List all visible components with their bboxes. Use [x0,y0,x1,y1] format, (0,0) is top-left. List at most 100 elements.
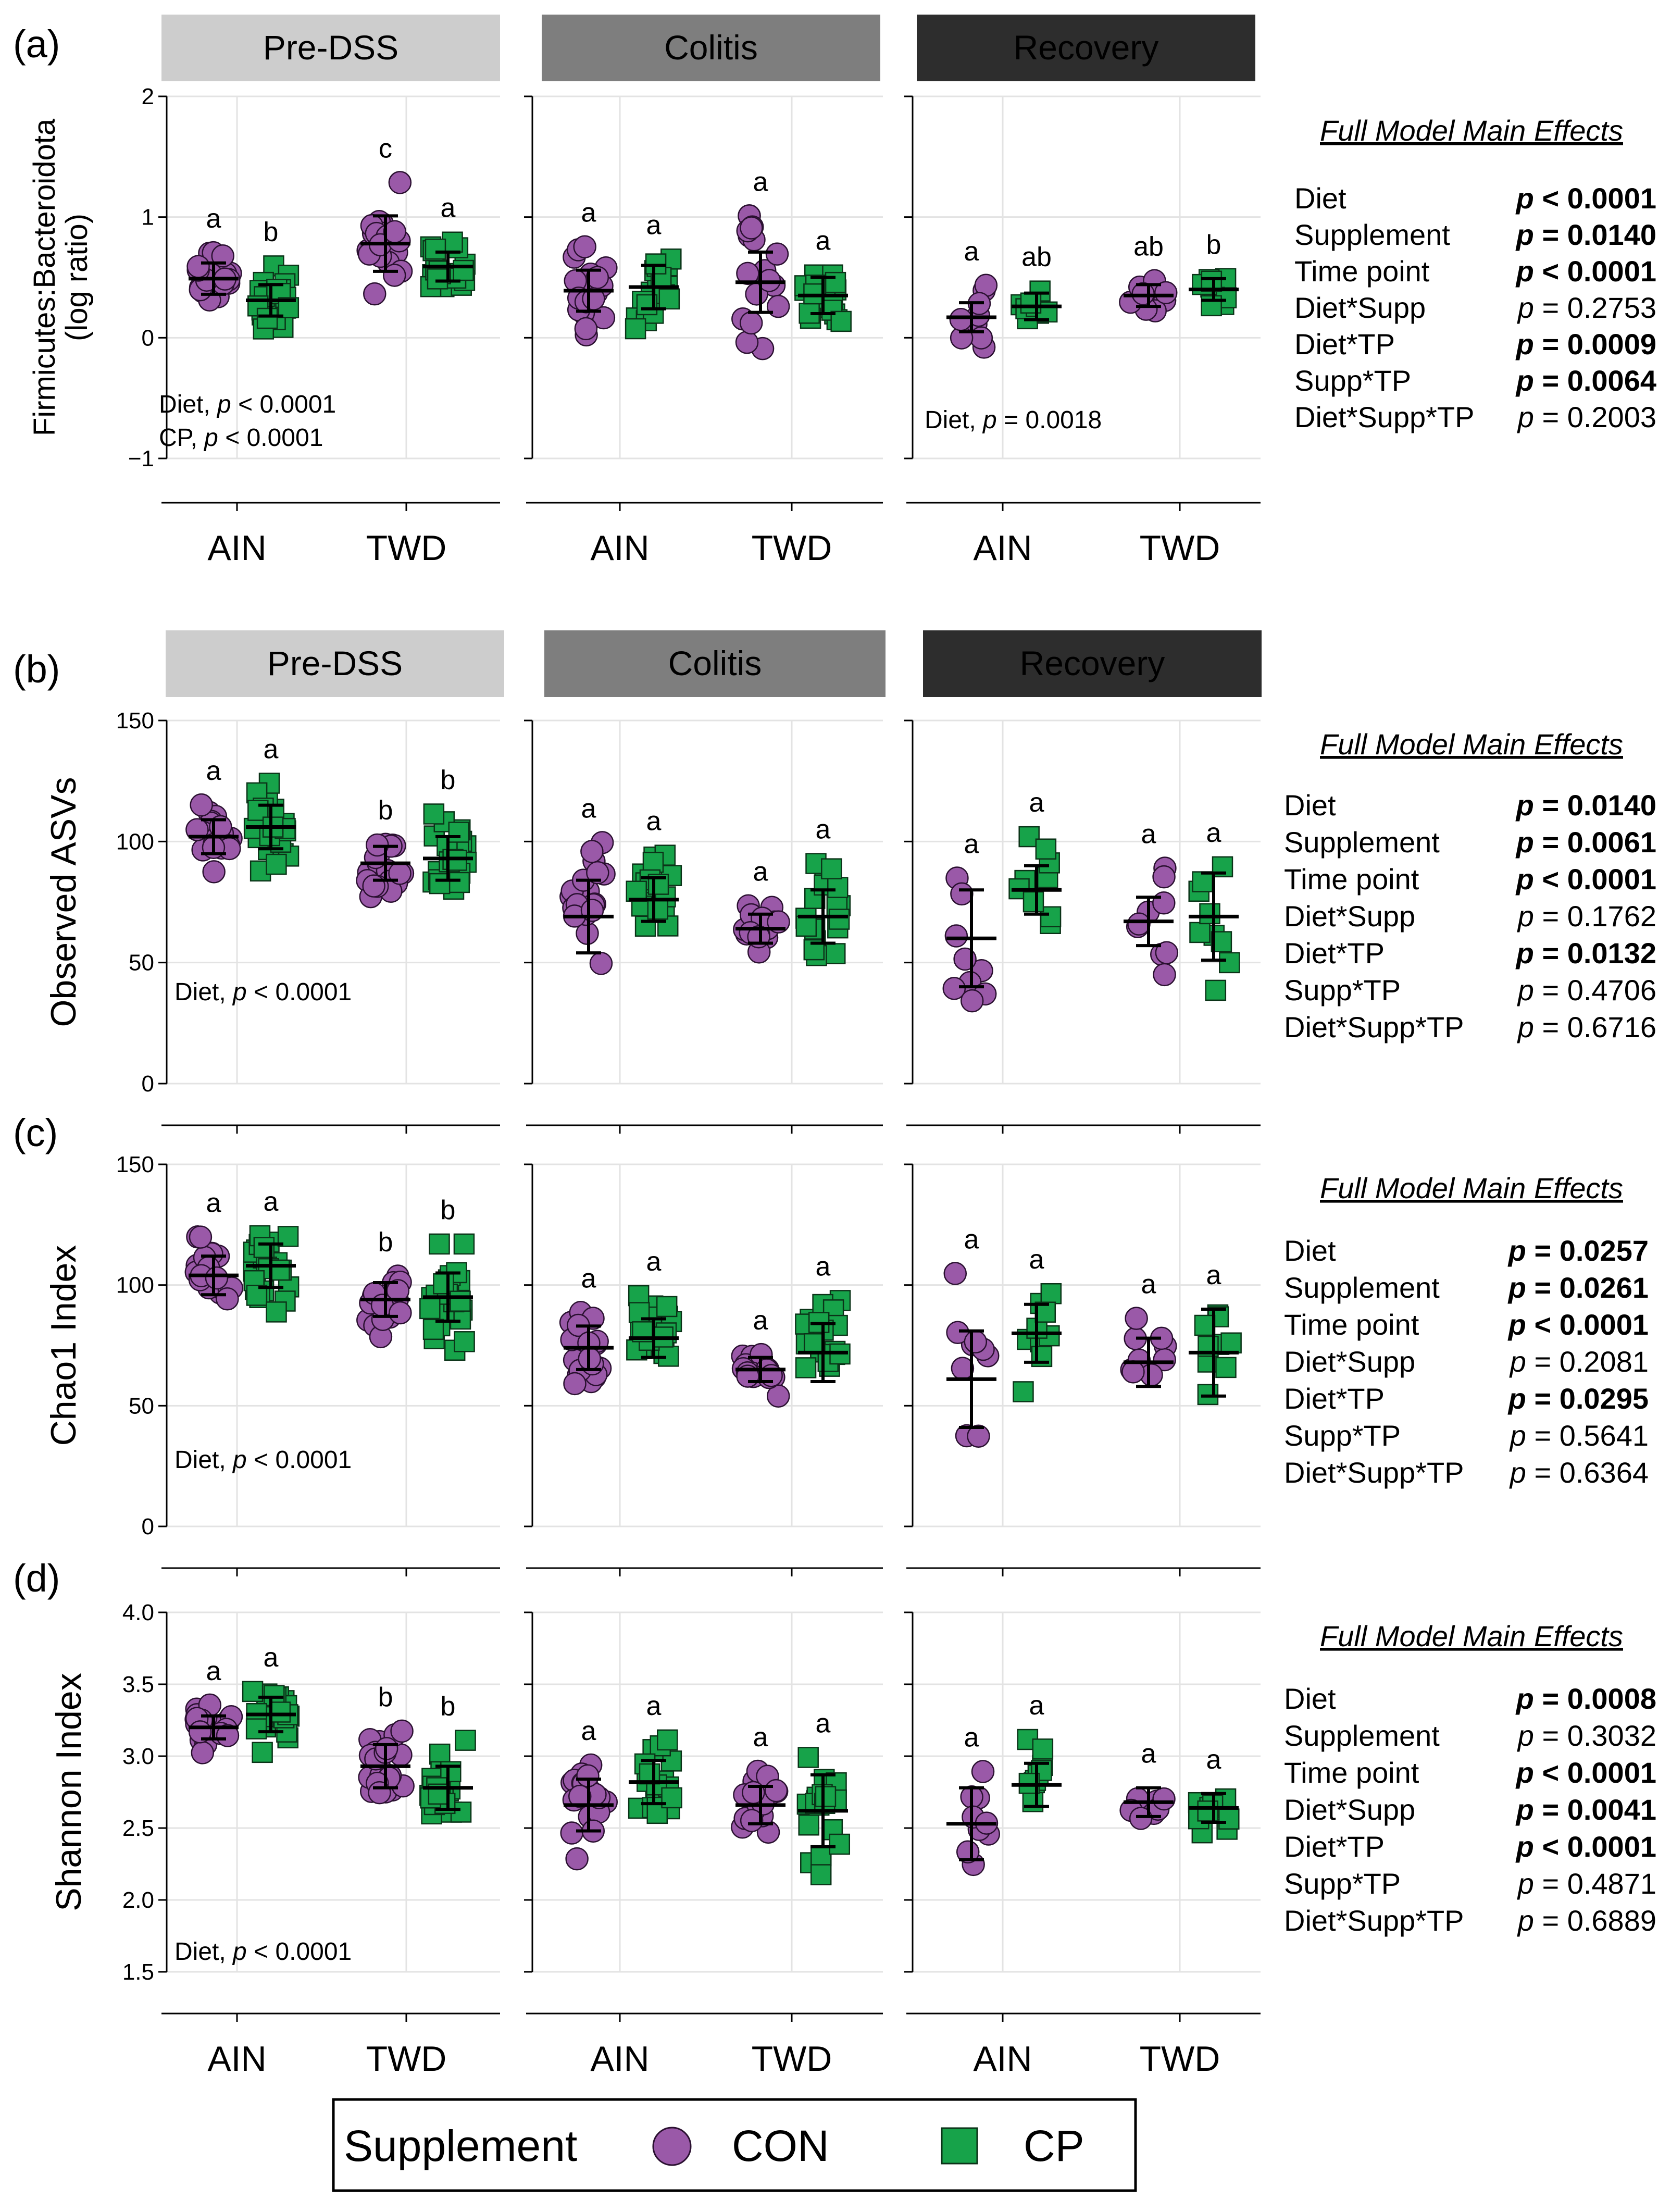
significance-letter: a [646,210,662,240]
significance-letter: a [646,1691,662,1721]
effect-term: Supplement [1284,826,1440,859]
group-twd-con: ab [1119,232,1178,322]
significance-letter: a [206,1656,221,1686]
p-symbol: p [203,424,218,452]
significance-letter: b [264,217,279,247]
significance-letter: a [581,198,596,228]
p-symbol: p [1515,1830,1534,1863]
data-point-cp [429,873,451,894]
data-point-con [765,242,789,266]
panel-b: (b) Observed ASVs 0 50 100 150 a a b b Diet, p < 0… [13,648,1656,1134]
effect-term: Diet*Supp*TP [1284,1904,1464,1937]
x-tick-label-ain: AIN [973,2039,1032,2079]
data-point-cp [433,1273,454,1295]
group-ain-con: a [559,793,616,975]
data-point-con [574,317,598,341]
effect-p-value: p = 0.5641 [1509,1419,1649,1452]
group-twd-con: a [731,1722,789,1844]
annotation-text: Diet, [174,1938,233,1966]
effects-title: Full Model Main Effects [1320,728,1623,761]
data-point-cp [815,1786,837,1807]
group-twd-con: a [1124,819,1179,987]
group-twd-con: a [1119,1739,1176,1830]
data-point-con [190,793,213,817]
effect-p-value: p = 0.6364 [1509,1456,1649,1489]
data-point-con [189,1225,213,1249]
y-tick-label: 150 [116,1152,154,1177]
annotation-text: < 0.0001 [247,1446,352,1474]
group-ain-con: a [946,1723,1000,1877]
stat-annotation: Diet, p < 0.0001 [159,391,336,418]
y-tick-label: 1.5 [122,1959,154,1985]
x-tick-label-twd: TWD [1140,2039,1220,2079]
significance-letter: a [581,793,596,824]
effect-term: Diet [1284,1234,1336,1267]
p-symbol: p [1515,218,1534,251]
data-point-cp [1192,871,1213,892]
significance-letter: a [1206,818,1221,848]
p-value-text: < 0.0001 [1526,1308,1649,1341]
data-point-con [568,1784,592,1808]
data-point-cp [266,853,287,875]
data-point-con [1152,865,1176,889]
y-axis-label: Shannon Index [49,1673,89,1911]
data-point-cp [798,1814,819,1836]
p-symbol: p [1517,974,1534,1006]
data-point-cp [658,288,680,310]
y-axis-label-line: Firmicutes:Bacteroidota [28,118,61,436]
data-point-cp [810,1864,832,1885]
significance-letter: a [206,204,221,234]
data-point-cp [1205,979,1227,1001]
significance-letter: a [964,829,979,860]
y-tick-label: 0 [142,325,154,351]
plot-recovery: AIN TWD a ab ab b Diet, p = 0.0018 [904,95,1261,568]
data-point-con [944,924,968,948]
effect-p-value: p = 0.6889 [1517,1904,1656,1937]
effect-p-value: p = 0.0132 [1515,937,1656,970]
y-axis-label-line: Observed ASVs [44,777,83,1027]
effect-p-value: p = 0.0257 [1507,1234,1649,1267]
effect-term: Diet*Supp [1284,1793,1415,1826]
p-value-text: = 0.2003 [1534,401,1656,433]
effects-row: Diet*Supp p = 0.2753 [1294,291,1656,324]
data-point-con [563,1372,587,1396]
plot-colitis: a a a a [524,1163,883,1576]
group-ain-cp: a [626,806,682,937]
data-point-cp [419,1298,441,1320]
data-point-cp [1199,903,1220,925]
x-tick-label-twd: TWD [1140,528,1220,568]
significance-letter: a [753,857,768,887]
period-header-bg [544,630,886,697]
effects-row: Supp*TP p = 0.4706 [1284,974,1656,1006]
data-point-cp [453,259,474,281]
data-point-cp [1040,1283,1062,1304]
significance-letter: a [1029,1245,1044,1275]
legend-title: Supplement [344,2121,577,2170]
data-point-cp [797,1747,819,1768]
data-point-cp [245,1718,267,1739]
group-twd-con: a [733,857,790,964]
significance-letter: a [816,815,831,845]
effect-p-value: p < 0.0001 [1515,1830,1656,1863]
group-ain-cp: a [625,210,682,340]
annotation-text: Diet, [925,406,983,434]
effect-term: Diet*Supp*TP [1284,1456,1464,1489]
data-point-cp [1022,1791,1044,1812]
effect-p-value: p = 0.2003 [1517,401,1656,433]
effect-p-value: p = 0.0140 [1515,218,1656,251]
p-symbol: p [1515,1756,1534,1789]
effect-term: Diet [1284,1682,1336,1715]
effect-p-value: p = 0.0041 [1515,1793,1656,1826]
significance-letter: a [646,806,662,837]
p-symbol: p [1515,863,1534,896]
data-point-cp [429,1743,451,1765]
legend-marker-con [652,2127,692,2166]
p-symbol: p [232,1938,247,1966]
period-header-label: Pre-DSS [267,644,403,682]
significance-letter: a [1206,1745,1221,1775]
data-point-cp [448,872,470,893]
group-ain-con: a [942,829,997,1013]
data-point-cp [825,271,846,293]
group-ain-cp: a [1012,1245,1062,1402]
